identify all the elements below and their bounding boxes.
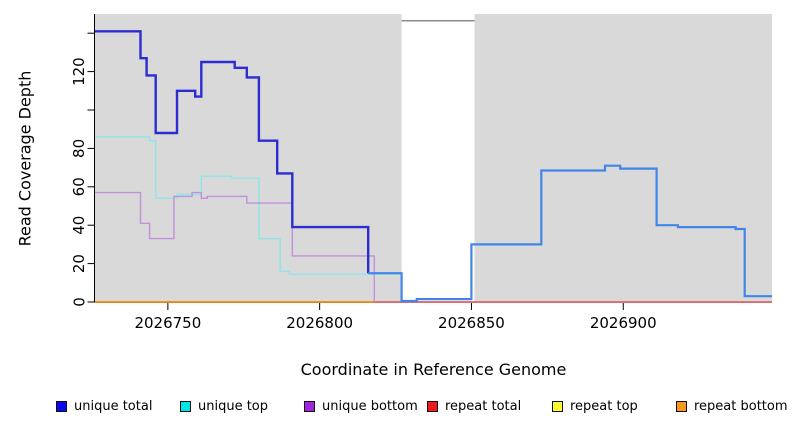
series-unique-total: [95, 30, 370, 274]
series-unique-total: [368, 164, 772, 303]
y-tick-label: 120: [70, 57, 88, 86]
legend-label: repeat top: [570, 398, 638, 414]
unique-top-swatch-icon: [180, 400, 191, 412]
y-tick-label: 80: [70, 139, 88, 158]
x-tick-label: 2026850: [438, 314, 505, 332]
y-tick-label: 60: [70, 177, 88, 196]
legend-item-unique-total: unique total: [56, 398, 153, 414]
highlight-region: [401, 14, 475, 302]
x-tick-label: 2026900: [590, 314, 657, 332]
x-axis-title: Coordinate in Reference Genome: [300, 360, 567, 379]
legend-label: repeat bottom: [694, 398, 788, 414]
unique-bottom-swatch-icon: [304, 400, 315, 412]
repeat-bottom-swatch-icon: [676, 400, 687, 412]
y-axis-title: Read Coverage Depth: [15, 70, 35, 247]
legend-label: unique bottom: [322, 398, 418, 414]
unique-total-swatch-icon: [56, 400, 67, 412]
legend-label: unique total: [74, 398, 153, 414]
legend-label: repeat total: [445, 398, 522, 414]
repeat-total-swatch-icon: [427, 400, 438, 412]
legend-item-unique-bottom: unique bottom: [304, 398, 418, 414]
y-tick-label: 0: [70, 297, 88, 307]
legend-item-unique-top: unique top: [180, 398, 269, 414]
x-tick-label: 2026800: [286, 314, 353, 332]
legend-item-repeat-top: repeat top: [552, 398, 638, 414]
y-tick-label: 40: [70, 216, 88, 235]
x-tick-label: 2026750: [134, 314, 201, 332]
y-tick-label: 20: [70, 254, 88, 273]
legend-item-repeat-bottom: repeat bottom: [676, 398, 788, 414]
legend-label: unique top: [198, 398, 269, 414]
repeat-top-swatch-icon: [552, 400, 563, 412]
series-unique-top: [95, 136, 403, 302]
legend-item-repeat-total: repeat total: [427, 398, 522, 414]
